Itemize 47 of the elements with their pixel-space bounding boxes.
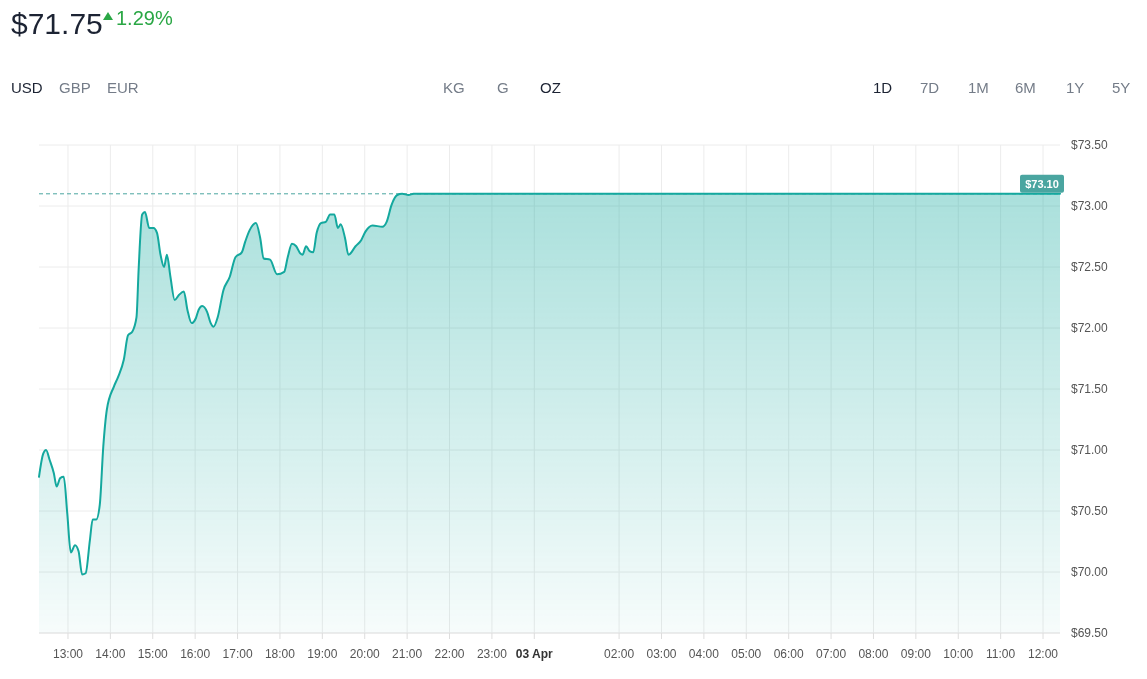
text: 1M: [968, 79, 989, 96]
y-tick-label: $70.00: [1071, 565, 1109, 579]
text: 5Y: [1112, 79, 1131, 96]
x-tick-label: 15:00: [137, 647, 169, 661]
x-tick-label: 10:00: [943, 647, 974, 661]
x-tick-label: 16:00: [180, 647, 211, 661]
x-tick-label: 20:00: [349, 647, 381, 661]
y-tick-label: $72.00: [1071, 321, 1109, 335]
x-tick-label: 07:00: [816, 647, 847, 661]
y-tick-label: $70.50: [1071, 504, 1109, 518]
text: $71.75: [11, 7, 103, 40]
y-tick-label: $71.50: [1071, 382, 1109, 396]
x-tick-label: 09:00: [900, 647, 932, 661]
x-tick-label: 11:00: [986, 647, 1016, 661]
x-tick-label: 14:00: [95, 647, 126, 661]
y-tick-label: $73.00: [1071, 199, 1109, 213]
y-tick-label: $69.50: [1071, 626, 1109, 640]
x-tick-label: 18:00: [264, 647, 296, 661]
text: OZ: [540, 79, 561, 96]
text: 1Y: [1066, 79, 1085, 96]
x-tick-label: 06:00: [773, 647, 805, 661]
x-tick-label: 02:00: [604, 647, 635, 661]
text: 1D: [873, 79, 893, 96]
x-tick-label: 05:00: [731, 647, 762, 661]
x-tick-label: 04:00: [688, 647, 720, 661]
x-tick-label: 03 Apr: [515, 647, 554, 661]
x-tick-label: 12:00: [1028, 647, 1059, 661]
x-tick-label: 21:00: [392, 647, 423, 661]
x-tick-label: 08:00: [858, 647, 889, 661]
ref-line-label: $73.10: [1025, 177, 1059, 190]
x-tick-label: 13:00: [52, 647, 84, 661]
text: GBP: [59, 79, 91, 96]
x-tick-label: 17:00: [222, 647, 253, 661]
text: 6M: [1015, 79, 1036, 96]
y-tick-label: $73.50: [1071, 138, 1109, 152]
text: 1.29%: [116, 7, 173, 29]
text: EUR: [107, 79, 139, 96]
x-tick-label: 23:00: [476, 647, 508, 661]
text: 7D: [920, 79, 940, 96]
x-tick-label: 19:00: [307, 647, 338, 661]
x-tick-label: 22:00: [434, 647, 465, 661]
text: USD: [11, 79, 43, 96]
x-tick-label: 03:00: [646, 647, 677, 661]
y-tick-label: $72.50: [1071, 260, 1109, 274]
text: G: [497, 79, 509, 96]
text: KG: [443, 79, 465, 96]
y-tick-label: $71.00: [1071, 443, 1109, 457]
